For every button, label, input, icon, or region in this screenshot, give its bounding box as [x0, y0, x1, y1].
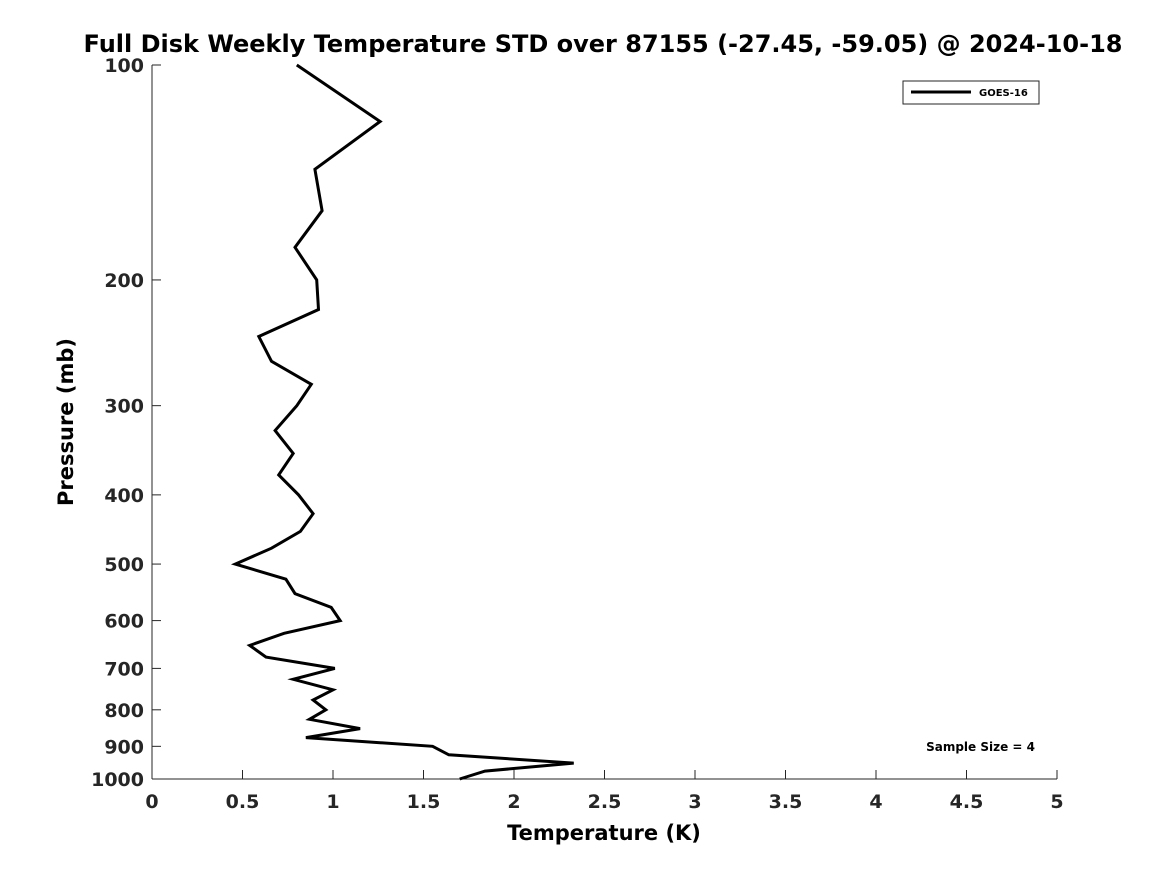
y-axis-label: Pressure (mb): [54, 338, 78, 506]
x-axis-ticks: 0 0.5 1 1.5 2 2.5 3 3.5 4 4.5 5: [145, 770, 1064, 813]
x-tick-label: 1.5: [407, 791, 441, 813]
x-tick-label: 2: [507, 791, 520, 813]
series-line-goes-16: [230, 63, 574, 781]
x-tick-label: 0.5: [226, 791, 260, 813]
y-tick-label: 1000: [91, 769, 144, 791]
chart-title: Full Disk Weekly Temperature STD over 87…: [84, 30, 1123, 58]
y-tick-label: 400: [104, 485, 144, 507]
y-tick-label: 500: [104, 554, 144, 576]
legend-label-goes-16: GOES-16: [979, 88, 1028, 99]
y-tick-label: 300: [104, 396, 144, 418]
y-tick-label: 800: [104, 700, 144, 722]
y-tick-label: 700: [104, 658, 144, 680]
x-tick-label: 4.5: [950, 791, 984, 813]
y-axis-ticks: 100 200 300 400 500 600 700 800 900 1000: [91, 55, 161, 791]
x-axis-label: Temperature (K): [507, 821, 701, 845]
y-tick-label: 900: [104, 736, 144, 758]
legend: GOES-16: [902, 80, 1040, 105]
sample-size-annotation: Sample Size = 4: [926, 740, 1035, 754]
x-tick-label: 1: [326, 791, 339, 813]
x-tick-label: 0: [145, 791, 158, 813]
x-tick-label: 3.5: [769, 791, 803, 813]
y-tick-label: 100: [104, 55, 144, 77]
y-tick-label: 600: [104, 611, 144, 633]
x-tick-label: 2.5: [588, 791, 622, 813]
x-tick-label: 3: [688, 791, 701, 813]
y-tick-label: 200: [104, 270, 144, 292]
x-tick-label: 5: [1050, 791, 1063, 813]
plot-area: [151, 65, 1057, 780]
x-tick-label: 4: [869, 791, 882, 813]
